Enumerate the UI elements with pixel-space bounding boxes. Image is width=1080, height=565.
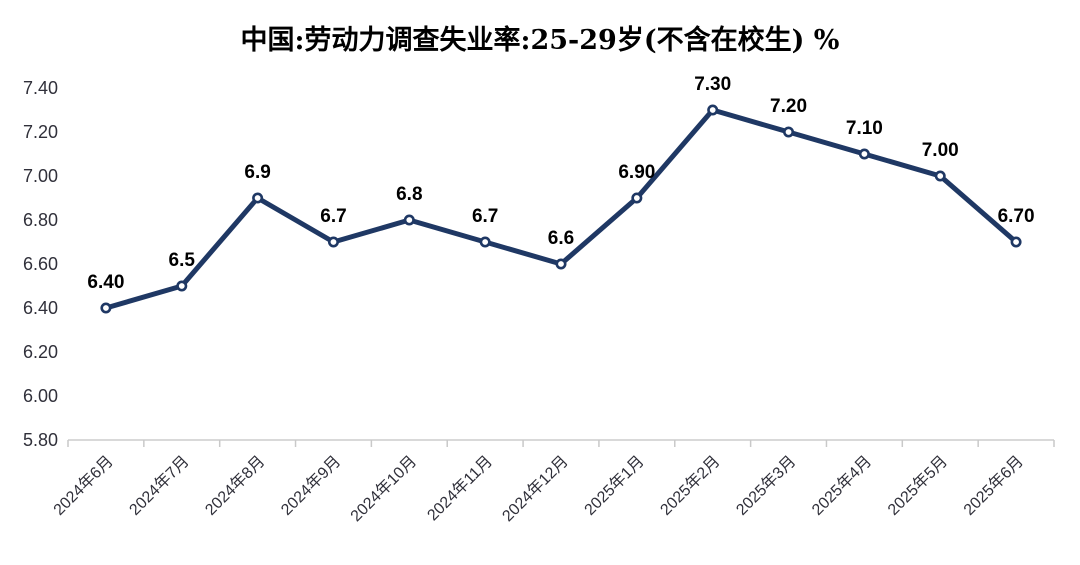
data-point-marker <box>327 236 339 248</box>
data-point-marker <box>631 192 643 204</box>
data-point-label: 6.40 <box>87 272 124 293</box>
data-point-marker <box>934 170 946 182</box>
y-axis-tick-label: 7.20 <box>23 122 58 142</box>
data-point-label: 6.6 <box>548 228 574 249</box>
data-point-label: 6.7 <box>472 206 498 227</box>
data-point-marker <box>1010 236 1022 248</box>
data-point-label: 7.10 <box>846 118 883 139</box>
data-point-marker <box>707 104 719 116</box>
x-axis-category-label: 2024年10月 <box>347 452 420 525</box>
chart-title: 中国:劳动力调查失业率:25-29岁(不含在校生) % <box>240 25 840 56</box>
x-axis-category-label: 2025年1月 <box>581 452 648 519</box>
x-axis-category-label: 2024年9月 <box>277 452 344 519</box>
x-axis-category-label: 2025年3月 <box>733 452 800 519</box>
y-axis-tick-label: 6.80 <box>23 210 58 230</box>
x-axis-category-label: 2025年2月 <box>657 452 724 519</box>
data-point-label: 7.20 <box>770 96 807 117</box>
data-point-label: 6.5 <box>169 250 196 271</box>
data-point-label: 6.70 <box>998 206 1035 227</box>
y-axis-tick-label: 6.40 <box>23 298 58 318</box>
x-axis-category-label: 2024年8月 <box>202 452 269 519</box>
data-point-label: 6.90 <box>618 162 655 183</box>
y-axis-tick-label: 7.40 <box>23 78 58 98</box>
y-axis-tick-label: 6.60 <box>23 254 58 274</box>
data-point-label: 7.30 <box>694 74 731 95</box>
x-axis-category-label: 2025年4月 <box>808 452 875 519</box>
x-axis-category-label: 2024年11月 <box>424 452 496 524</box>
data-point-label: 6.8 <box>396 184 422 205</box>
data-point-marker <box>858 148 870 160</box>
data-point-marker <box>252 192 264 204</box>
data-point-marker <box>176 280 188 292</box>
data-point-marker <box>555 258 567 270</box>
x-axis-category-label: 2024年6月 <box>50 452 117 519</box>
data-point-marker <box>403 214 415 226</box>
series-line <box>103 107 1019 311</box>
y-axis-tick-label: 7.00 <box>23 166 58 186</box>
data-point-marker <box>479 236 491 248</box>
data-point-label: 6.9 <box>244 162 270 183</box>
x-axis-category-label: 2024年12月 <box>499 452 572 525</box>
data-point-marker <box>100 302 112 314</box>
x-axis-category-label: 2025年5月 <box>884 452 951 519</box>
y-axis-tick-label: 6.00 <box>23 386 58 406</box>
x-axis-category-label: 2024年7月 <box>126 452 193 519</box>
x-axis-category-label: 2025年6月 <box>960 452 1027 519</box>
y-axis-tick-label: 6.20 <box>23 342 58 362</box>
data-point-label: 6.7 <box>320 206 346 227</box>
data-point-label: 7.00 <box>922 140 959 161</box>
y-axis-tick-label: 5.80 <box>23 430 58 450</box>
data-point-marker <box>783 126 795 138</box>
